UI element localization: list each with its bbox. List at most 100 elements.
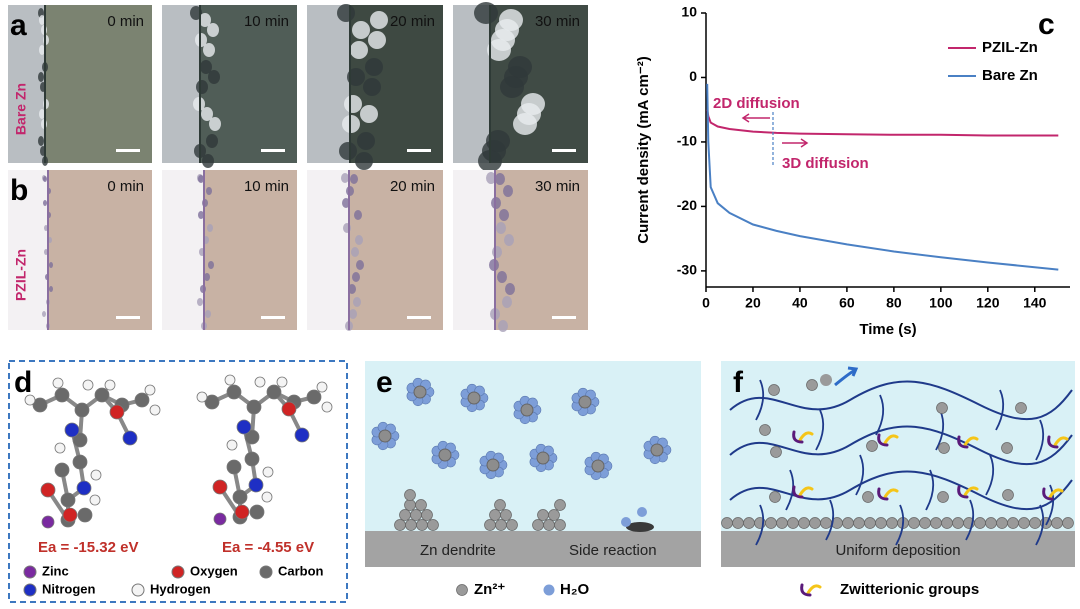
legend-label: Zinc: [42, 563, 69, 578]
substrate: [365, 531, 701, 567]
series-line: [706, 83, 1059, 271]
atom: [213, 512, 227, 526]
zwitterion-anion: [798, 486, 814, 497]
crosslink: [1035, 504, 1045, 546]
atom: [306, 389, 322, 405]
time-label: 0 min: [107, 13, 144, 30]
legend-label: Zwitterionic groups: [840, 581, 979, 598]
x-tick-label: 140: [1023, 295, 1047, 311]
x-tick-label: 100: [929, 295, 953, 311]
atom: [236, 419, 252, 435]
crosslink: [925, 469, 935, 511]
panel-label: c: [1038, 8, 1055, 41]
x-tick-label: 120: [976, 295, 1000, 311]
legend-zn: [456, 584, 468, 596]
crosslink: [1035, 419, 1045, 461]
dendrite: [207, 23, 219, 37]
atom: [41, 515, 55, 529]
atom: [54, 442, 66, 454]
dendrite-atom: [404, 499, 416, 511]
deposit: [350, 174, 358, 184]
surface-atom: [721, 517, 733, 529]
deposit: [198, 211, 204, 219]
deposit: [354, 210, 362, 220]
legend-atom: [131, 583, 145, 597]
surface-atom: [919, 517, 931, 529]
zwitterion-cation: [792, 430, 804, 444]
dendrite: [200, 60, 212, 74]
dendrite: [355, 152, 373, 170]
atom: [226, 384, 242, 400]
panel-label: b: [10, 174, 28, 207]
deposit: [495, 173, 505, 185]
zwitterion-anion: [1048, 488, 1064, 499]
surface-atom: [732, 517, 744, 529]
surface-atom: [743, 517, 755, 529]
dendrite: [201, 107, 213, 121]
panel-label: f: [733, 366, 744, 399]
atom: [94, 387, 110, 403]
arrow: [741, 113, 770, 123]
crosslink: [855, 454, 865, 496]
substrate: [721, 531, 1075, 567]
dendrite-atom: [554, 499, 566, 511]
atom: [144, 384, 156, 396]
dendrite: [203, 43, 215, 57]
atom: [244, 429, 260, 445]
y-tick-label: -10: [677, 133, 697, 149]
zn-edge: [162, 170, 204, 330]
atom: [52, 377, 64, 389]
x-tick-label: 0: [702, 295, 710, 311]
zwitterion-cation: [1042, 487, 1054, 501]
time-label: 10 min: [244, 13, 289, 30]
dendrite-atom: [554, 519, 566, 531]
atom: [234, 504, 250, 520]
zwitterion-cation: [792, 485, 804, 499]
dendrite: [344, 95, 362, 113]
atom: [226, 439, 238, 451]
crosslink: [875, 394, 885, 436]
atom: [40, 482, 56, 498]
dendrite: [39, 15, 45, 25]
dendrite-atom: [489, 509, 501, 521]
surface-atom: [875, 517, 887, 529]
surface-atom: [1029, 517, 1041, 529]
y-axis-label: Current density (mA cm⁻²): [635, 56, 652, 243]
dendrite-atom: [404, 489, 416, 501]
polymer-chain: [729, 470, 1073, 511]
zn-edge: [8, 170, 48, 330]
atom: [76, 480, 92, 496]
surface-atom: [1051, 517, 1063, 529]
atom: [77, 507, 93, 523]
dendrite: [199, 13, 211, 27]
atom: [248, 477, 264, 493]
atom: [204, 394, 220, 410]
atom: [254, 376, 266, 388]
atom: [89, 494, 101, 506]
crosslink: [755, 504, 765, 546]
legend-label: Bare Zn: [982, 67, 1038, 84]
deposit: [204, 273, 210, 281]
surface-atom: [941, 517, 953, 529]
legend-water: [543, 584, 555, 596]
time-label: 30 min: [535, 13, 580, 30]
surface-atom: [974, 517, 986, 529]
dendrite-atom: [548, 509, 560, 521]
atom: [64, 422, 80, 438]
zn-edge: [307, 5, 350, 163]
zwitterion-anion: [883, 434, 899, 445]
zn-ion: [1015, 402, 1027, 414]
deposit: [197, 298, 203, 306]
dendrite-atom: [416, 519, 428, 531]
dendrite: [357, 132, 375, 150]
atom: [224, 374, 236, 386]
crosslink: [825, 499, 835, 541]
deposit: [356, 260, 364, 270]
deposit: [497, 271, 507, 283]
dendrite-atom: [494, 499, 506, 511]
atom: [72, 432, 88, 448]
dendrite: [350, 41, 368, 59]
dendrite-atom: [410, 509, 422, 521]
scale-bar: [552, 149, 576, 152]
atom: [212, 479, 228, 495]
